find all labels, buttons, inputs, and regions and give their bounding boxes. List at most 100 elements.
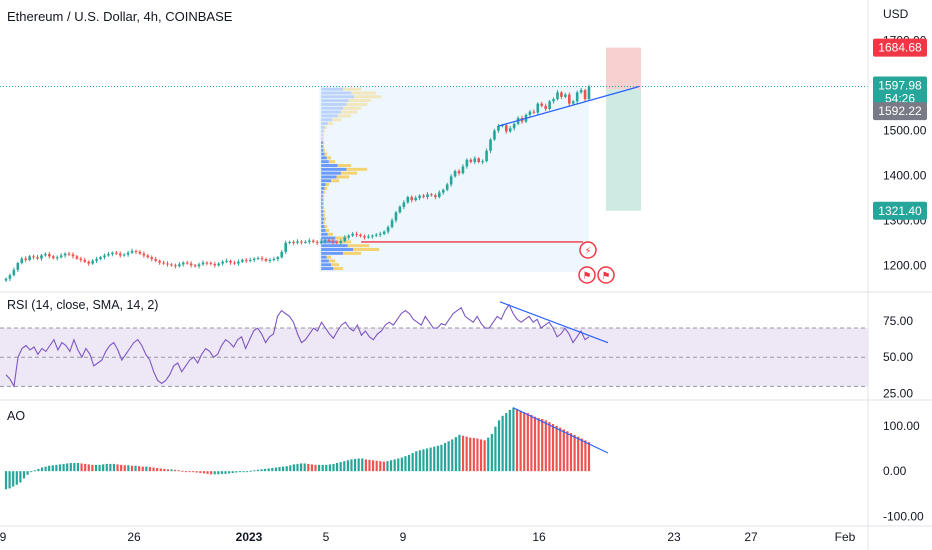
volume-profile-up-bar [321, 106, 344, 110]
ao-bar [454, 437, 457, 472]
candle [477, 158, 481, 162]
volume-profile-up-bar [321, 228, 326, 232]
ao-bar [66, 463, 69, 472]
candle [315, 241, 319, 243]
volume-profile-up-bar [321, 144, 323, 148]
ao-bar [321, 464, 324, 472]
ao-bar [361, 458, 364, 472]
ao-bar [580, 438, 583, 472]
candle [430, 194, 433, 196]
volume-profile-down-bar [328, 160, 336, 164]
candle [367, 236, 370, 238]
ao-bar [436, 445, 439, 472]
volume-profile-up-bar [321, 99, 349, 103]
ao-bar [220, 471, 224, 474]
ao-bar [12, 471, 15, 487]
candle [244, 259, 248, 261]
ao-bar [33, 470, 36, 472]
candle [327, 240, 331, 242]
candle [28, 256, 31, 260]
volume-profile-down-bar [346, 102, 368, 106]
candle [241, 259, 244, 262]
ao-bar [249, 470, 252, 472]
ao-bar [530, 414, 533, 472]
entry-price-badge-bg [873, 102, 927, 121]
candle [264, 259, 268, 261]
volume-profile-up-bar [321, 175, 337, 179]
ao-bar [184, 471, 188, 473]
ao-bar [134, 465, 137, 472]
ao-bar [566, 431, 569, 472]
time-tick-label: 2023 [236, 530, 263, 544]
volume-profile-down-bar [333, 267, 344, 271]
ao-bar [472, 438, 475, 472]
ao-bar [91, 464, 94, 472]
candle [461, 166, 465, 174]
candle [386, 227, 390, 232]
volume-profile-up-bar [321, 95, 355, 99]
ao-bar [537, 418, 540, 472]
candle [512, 123, 516, 129]
rsi-tick-label: 25.00 [883, 387, 913, 401]
time-tick-label: 26 [127, 530, 141, 544]
candle [237, 261, 240, 264]
ao-bar [353, 458, 357, 472]
ao-bar [19, 471, 22, 483]
candle [508, 128, 512, 132]
candle [441, 189, 445, 193]
volume-profile-down-bar [328, 259, 336, 263]
volume-profile-down-bar [323, 129, 326, 133]
candle [568, 94, 571, 104]
volume-profile-down-bar [323, 217, 327, 221]
volume-profile-up-bar [321, 209, 324, 213]
ao-bar [515, 408, 519, 472]
ao-bar [69, 463, 72, 472]
volume-profile-down-bar [324, 125, 328, 129]
ao-bar [487, 437, 490, 472]
rsi-title: RSI (14, close, SMA, 14, 2) [7, 298, 159, 312]
candle [343, 237, 347, 242]
ao-bar [141, 466, 144, 472]
volume-profile-up-bar [321, 148, 324, 152]
time-tick-label: 27 [744, 530, 758, 544]
candle [288, 241, 291, 243]
ao-bar [199, 471, 202, 473]
candle [587, 86, 591, 100]
price-tick-label: 1200.00 [883, 258, 927, 272]
ao-bar [292, 464, 296, 472]
ao-tick-label: -100.00 [883, 510, 924, 524]
volume-profile-up-bar [321, 217, 324, 221]
candle [583, 90, 587, 100]
candle [4, 278, 8, 281]
us-flag-event-icon[interactable] [578, 266, 596, 284]
us-flag-event-icon[interactable] [597, 266, 615, 284]
candle [540, 103, 544, 106]
ao-bar [213, 471, 216, 475]
volume-profile-up-bar [321, 171, 341, 175]
ao-tick-label: 0.00 [883, 464, 907, 478]
ao-bar [84, 463, 87, 472]
ao-bar [105, 463, 108, 472]
candle [181, 262, 185, 265]
candle [371, 235, 374, 237]
ao-bar [443, 443, 447, 472]
candle [323, 240, 327, 242]
ao-bar [325, 464, 328, 472]
volume-profile-down-bar [323, 221, 326, 225]
candle [284, 242, 287, 252]
volume-profile-up-bar [321, 164, 338, 168]
ao-bar [242, 471, 245, 473]
ao-bar [55, 464, 58, 472]
candle [225, 260, 228, 262]
candle [532, 111, 536, 113]
ao-bar [433, 446, 436, 472]
volume-profile-down-bar [331, 263, 340, 267]
lightning-event-icon[interactable] [579, 241, 597, 259]
ao-bar [102, 464, 105, 472]
volume-profile-down-bar [340, 171, 358, 175]
volume-profile-up-bar [321, 259, 329, 263]
candle [426, 194, 429, 198]
ao-bar [519, 410, 522, 472]
volume-profile-up-bar [321, 244, 348, 248]
